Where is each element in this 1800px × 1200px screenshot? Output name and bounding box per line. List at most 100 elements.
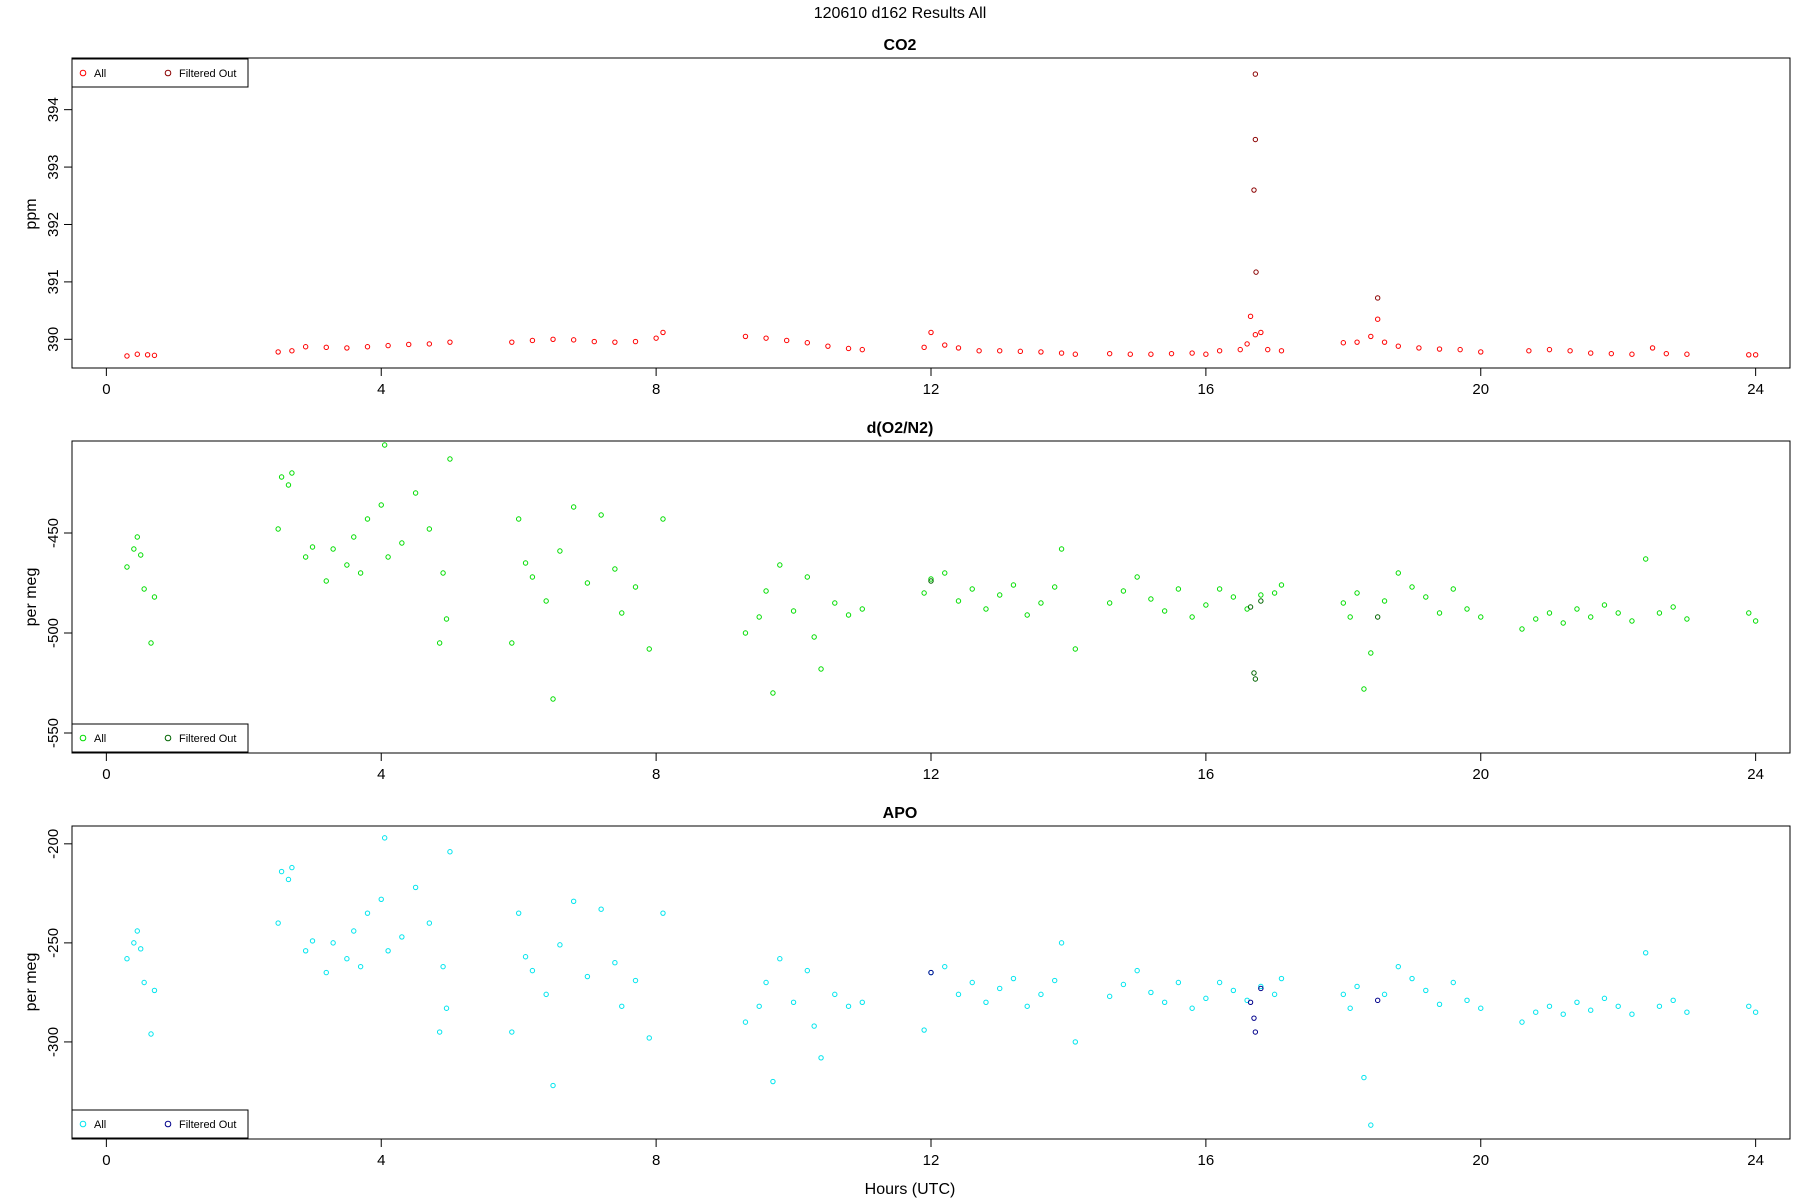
data-point [790,999,797,1006]
x-tick-label: 4 [377,766,385,783]
data-point [289,864,295,871]
data-point [783,337,790,344]
data-point [426,526,433,532]
data-point [385,554,391,560]
data-point [1203,602,1209,608]
filtered-point [1374,614,1381,620]
data-point [1629,1011,1635,1017]
data-point [1120,588,1127,594]
panel-title: APO [883,805,918,822]
data-point [660,910,666,916]
data-point [399,540,405,546]
data-point [1354,983,1360,990]
data-point [1368,650,1374,656]
data-point [529,337,536,344]
data-point [381,442,388,448]
data-point [509,339,515,345]
data-point [1134,967,1140,974]
data-point [330,940,336,946]
data-point [1106,600,1113,606]
data-point [1361,1074,1367,1081]
data-point [660,516,666,522]
data-point [818,666,824,672]
data-point [289,348,295,354]
data-point [1058,546,1065,552]
data-point [134,928,140,934]
data-point [1684,1009,1690,1015]
filtered-point [1251,1015,1257,1021]
data-point [1519,626,1525,632]
data-point [1423,987,1429,994]
x-tick-label: 8 [652,381,660,398]
data-point [550,336,556,342]
data-point [278,474,285,480]
data-point [1148,596,1154,602]
data-point [278,868,285,875]
x-tick-label: 16 [1198,381,1215,398]
data-point [436,1029,443,1035]
data-point [1436,1001,1443,1007]
data-point [928,329,934,336]
data-point [1203,351,1209,357]
data-point [632,584,639,590]
x-tick-label: 0 [102,1152,110,1169]
data-point [1656,1003,1663,1009]
data-point [1216,586,1223,592]
data-point [330,546,336,552]
data-point [742,1019,749,1025]
data-point [1216,979,1223,986]
filtered-point [1247,604,1254,610]
data-point [1601,995,1608,1002]
data-point [955,345,962,351]
data-point [612,339,618,345]
o2n2-panel: d(O2/N2) per meg 0 4 8 12 16 20 24 -450 -500 -550… [23,420,1791,783]
data-point [426,920,433,926]
legend-all-marker [79,1120,87,1128]
data-point [124,956,130,962]
data-point [811,1023,817,1029]
data-point [1278,975,1285,982]
data-point [969,586,975,592]
legend-filtered-label: Filtered Out [179,1119,236,1131]
data-point [351,534,357,540]
data-point [1368,333,1374,340]
y-tick-label: -200 [45,829,62,859]
x-tick-label: 4 [377,1152,385,1169]
data-point [509,1029,515,1035]
data-point [1161,999,1168,1006]
data-point [141,586,147,592]
data-point [1381,598,1388,604]
data-point [399,934,405,940]
data-point [1629,351,1635,357]
data-point [412,884,419,891]
data-point [1464,997,1470,1004]
x-tick-label: 16 [1198,1152,1215,1169]
data-point [1560,620,1566,626]
filtered-point [1374,295,1381,301]
data-point [1175,586,1182,592]
data-point [1395,570,1401,576]
data-point [1615,1003,1621,1009]
data-point [845,612,852,618]
data-point [591,338,597,345]
legend-filtered-label: Filtered Out [179,68,236,80]
data-point [1361,686,1367,692]
x-tick-label: 12 [923,381,940,398]
data-point [1478,1005,1484,1011]
data-point [1347,1005,1353,1011]
data-point [1216,348,1223,354]
data-point [1175,979,1182,986]
data-point [1409,975,1415,982]
data-point [138,946,144,952]
data-point [1478,349,1484,355]
data-point [309,938,316,944]
x-tick-label: 8 [652,766,660,783]
data-point [763,979,769,986]
data-point [1203,995,1209,1002]
x-axis-label: Hours (UTC) [865,1181,956,1198]
data-point [1058,350,1065,356]
x-tick-label: 16 [1198,766,1215,783]
data-point [859,346,865,353]
data-point [1058,940,1065,946]
data-point [522,560,529,566]
